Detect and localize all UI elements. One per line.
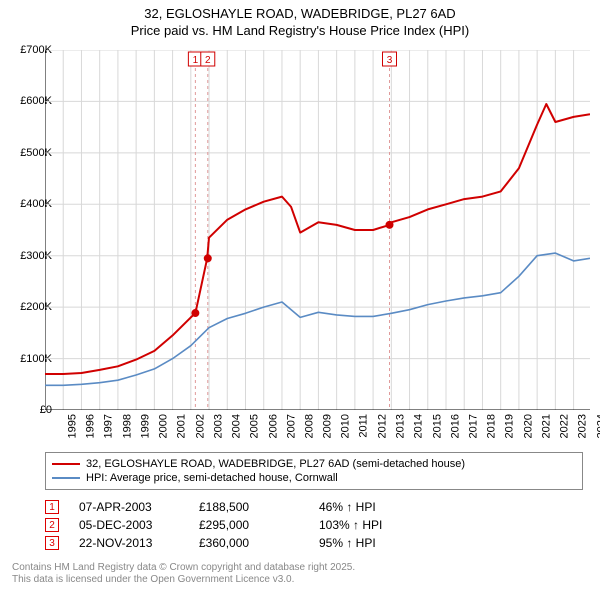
x-tick-label: 2021 — [540, 414, 552, 438]
x-tick-label: 2003 — [212, 414, 224, 438]
sale-record-row: 1 07-APR-2003 £188,500 46% ↑ HPI — [45, 498, 382, 516]
x-tick-label: 2013 — [395, 414, 407, 438]
legend-swatch — [52, 477, 80, 479]
chart-title: 32, EGLOSHAYLE ROAD, WADEBRIDGE, PL27 6A… — [0, 0, 600, 40]
legend-label: HPI: Average price, semi-detached house,… — [86, 472, 338, 484]
x-tick-label: 2001 — [176, 414, 188, 438]
x-tick-label: 2008 — [303, 414, 315, 438]
sale-price: £360,000 — [199, 536, 299, 550]
x-tick-label: 2020 — [522, 414, 534, 438]
x-tick-label: 2016 — [449, 414, 461, 438]
legend-row: HPI: Average price, semi-detached house,… — [52, 471, 576, 485]
x-tick-label: 2006 — [267, 414, 279, 438]
sale-date: 22-NOV-2013 — [79, 536, 179, 550]
sale-date: 07-APR-2003 — [79, 500, 179, 514]
x-tick-label: 2018 — [486, 414, 498, 438]
sale-marker-badge: 3 — [45, 536, 59, 550]
x-tick-label: 2000 — [158, 414, 170, 438]
sale-record-row: 3 22-NOV-2013 £360,000 95% ↑ HPI — [45, 534, 382, 552]
footnote-line2: This data is licensed under the Open Gov… — [12, 574, 355, 586]
legend-label: 32, EGLOSHAYLE ROAD, WADEBRIDGE, PL27 6A… — [86, 458, 465, 470]
x-tick-label: 2022 — [559, 414, 571, 438]
svg-text:2: 2 — [205, 55, 211, 66]
sale-price: £295,000 — [199, 518, 299, 532]
x-tick-label: 2004 — [231, 414, 243, 438]
sale-marker-badge: 1 — [45, 500, 59, 514]
x-tick-label: 1997 — [103, 414, 115, 438]
x-tick-label: 2015 — [431, 414, 443, 438]
x-tick-label: 2012 — [376, 414, 388, 438]
sale-delta: 95% ↑ HPI — [319, 536, 376, 550]
sale-records: 1 07-APR-2003 £188,500 46% ↑ HPI 2 05-DEC-200… — [45, 498, 382, 552]
x-tick-label: 1998 — [121, 414, 133, 438]
title-line2: Price paid vs. HM Land Registry's House … — [0, 23, 600, 40]
svg-text:1: 1 — [193, 55, 199, 66]
x-tick-label: 2024 — [595, 414, 600, 438]
x-tick-label: 1995 — [66, 414, 78, 438]
x-tick-label: 2005 — [249, 414, 261, 438]
footnote: Contains HM Land Registry data © Crown c… — [12, 562, 355, 586]
legend-box: 32, EGLOSHAYLE ROAD, WADEBRIDGE, PL27 6A… — [45, 452, 583, 490]
sale-price: £188,500 — [199, 500, 299, 514]
title-line1: 32, EGLOSHAYLE ROAD, WADEBRIDGE, PL27 6A… — [0, 6, 600, 23]
sale-record-row: 2 05-DEC-2003 £295,000 103% ↑ HPI — [45, 516, 382, 534]
x-tick-label: 2023 — [577, 414, 589, 438]
x-tick-label: 2009 — [322, 414, 334, 438]
sale-date: 05-DEC-2003 — [79, 518, 179, 532]
x-tick-label: 2014 — [413, 414, 425, 438]
x-tick-label: 2017 — [467, 414, 479, 438]
sale-delta: 46% ↑ HPI — [319, 500, 376, 514]
x-tick-label: 2010 — [340, 414, 352, 438]
chart-plot-area: 12 3 — [45, 50, 590, 410]
chart-svg: 12 3 — [45, 50, 590, 410]
x-tick-label: 2002 — [194, 414, 206, 438]
x-tick-label: 2007 — [285, 414, 297, 438]
x-tick-label: 2011 — [357, 414, 369, 438]
x-tick-label: 2019 — [504, 414, 516, 438]
sale-marker-badge: 2 — [45, 518, 59, 532]
x-tick-label: 1996 — [85, 414, 97, 438]
sale-delta: 103% ↑ HPI — [319, 518, 382, 532]
footnote-line1: Contains HM Land Registry data © Crown c… — [12, 562, 355, 574]
page-root: 32, EGLOSHAYLE ROAD, WADEBRIDGE, PL27 6A… — [0, 0, 600, 590]
legend-swatch — [52, 463, 80, 465]
svg-text:3: 3 — [387, 55, 393, 66]
legend-row: 32, EGLOSHAYLE ROAD, WADEBRIDGE, PL27 6A… — [52, 457, 576, 471]
x-tick-label: 1999 — [139, 414, 151, 438]
